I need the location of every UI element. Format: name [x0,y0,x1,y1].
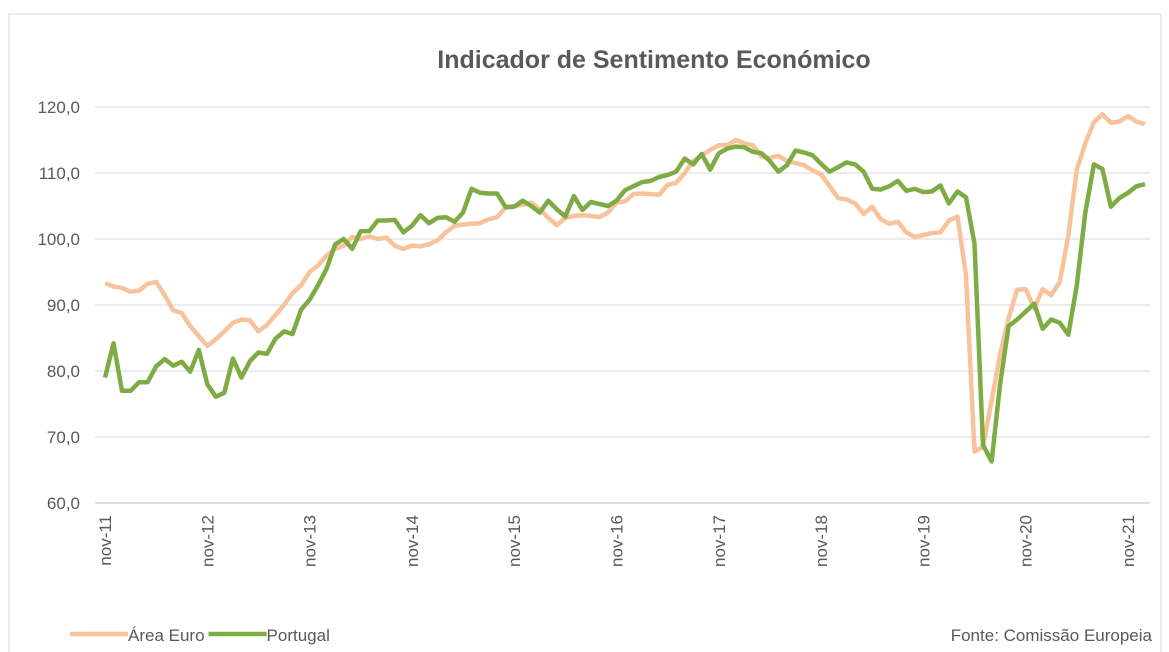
x-tick-label: nov-13 [301,515,320,567]
x-tick-label: nov-19 [914,515,933,567]
series-line [102,144,1146,464]
y-tick-label: 90,0 [47,296,80,315]
y-tick-label: 100,0 [37,230,80,249]
series-line [104,112,1146,454]
chart-title: Indicador de Sentimento Económico [437,46,870,74]
legend-label: Área Euro [128,626,205,645]
y-tick-label: 80,0 [47,362,80,381]
x-tick-label: nov-16 [607,515,626,567]
x-tick-label: nov-12 [198,515,217,567]
x-tick-label: nov-18 [812,515,831,567]
y-tick-label: 120,0 [37,98,80,117]
y-tick-label: 110,0 [39,164,80,183]
x-tick-label: nov-17 [710,515,729,567]
source-note: Fonte: Comissão Europeia [951,626,1153,645]
x-tick-label: nov-14 [403,515,422,567]
x-tick-label: nov-11 [96,515,115,566]
chart-frame [8,13,1162,652]
y-tick-label: 60,0 [47,494,80,513]
y-tick-label: 70,0 [47,428,80,447]
legend-label: Portugal [267,626,330,645]
x-tick-label: nov-20 [1017,515,1036,567]
x-tick-label: nov-15 [505,515,524,567]
x-tick-label: nov-21 [1119,515,1138,567]
